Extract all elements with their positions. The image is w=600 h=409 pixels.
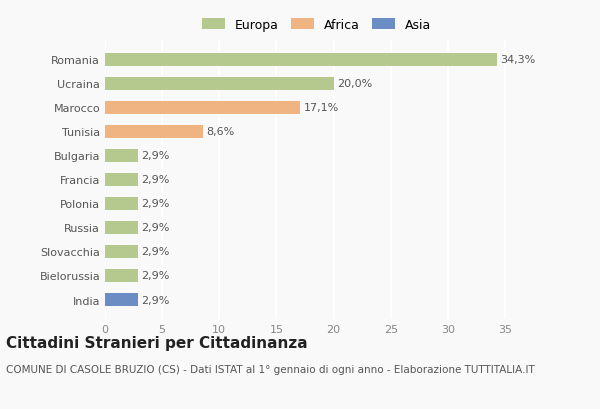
Text: 2,9%: 2,9% xyxy=(142,151,170,161)
Text: COMUNE DI CASOLE BRUZIO (CS) - Dati ISTAT al 1° gennaio di ogni anno - Elaborazi: COMUNE DI CASOLE BRUZIO (CS) - Dati ISTA… xyxy=(6,364,535,374)
Text: 34,3%: 34,3% xyxy=(500,55,536,65)
Bar xyxy=(105,245,138,258)
Bar xyxy=(105,78,334,91)
Text: 2,9%: 2,9% xyxy=(142,223,170,233)
Bar xyxy=(105,293,138,306)
Text: 2,9%: 2,9% xyxy=(142,199,170,209)
Bar xyxy=(105,54,497,67)
Text: 2,9%: 2,9% xyxy=(142,271,170,281)
Text: 2,9%: 2,9% xyxy=(142,295,170,305)
Text: 17,1%: 17,1% xyxy=(304,103,339,113)
Bar xyxy=(105,173,138,187)
Bar xyxy=(105,126,203,139)
Bar xyxy=(105,197,138,211)
Bar xyxy=(105,269,138,282)
Bar xyxy=(105,149,138,163)
Text: Cittadini Stranieri per Cittadinanza: Cittadini Stranieri per Cittadinanza xyxy=(6,335,308,351)
Text: 2,9%: 2,9% xyxy=(142,247,170,257)
Text: 20,0%: 20,0% xyxy=(337,79,373,89)
Bar xyxy=(105,221,138,234)
Text: 8,6%: 8,6% xyxy=(207,127,235,137)
Text: 2,9%: 2,9% xyxy=(142,175,170,185)
Legend: Europa, Africa, Asia: Europa, Africa, Asia xyxy=(197,14,436,37)
Bar xyxy=(105,101,301,115)
